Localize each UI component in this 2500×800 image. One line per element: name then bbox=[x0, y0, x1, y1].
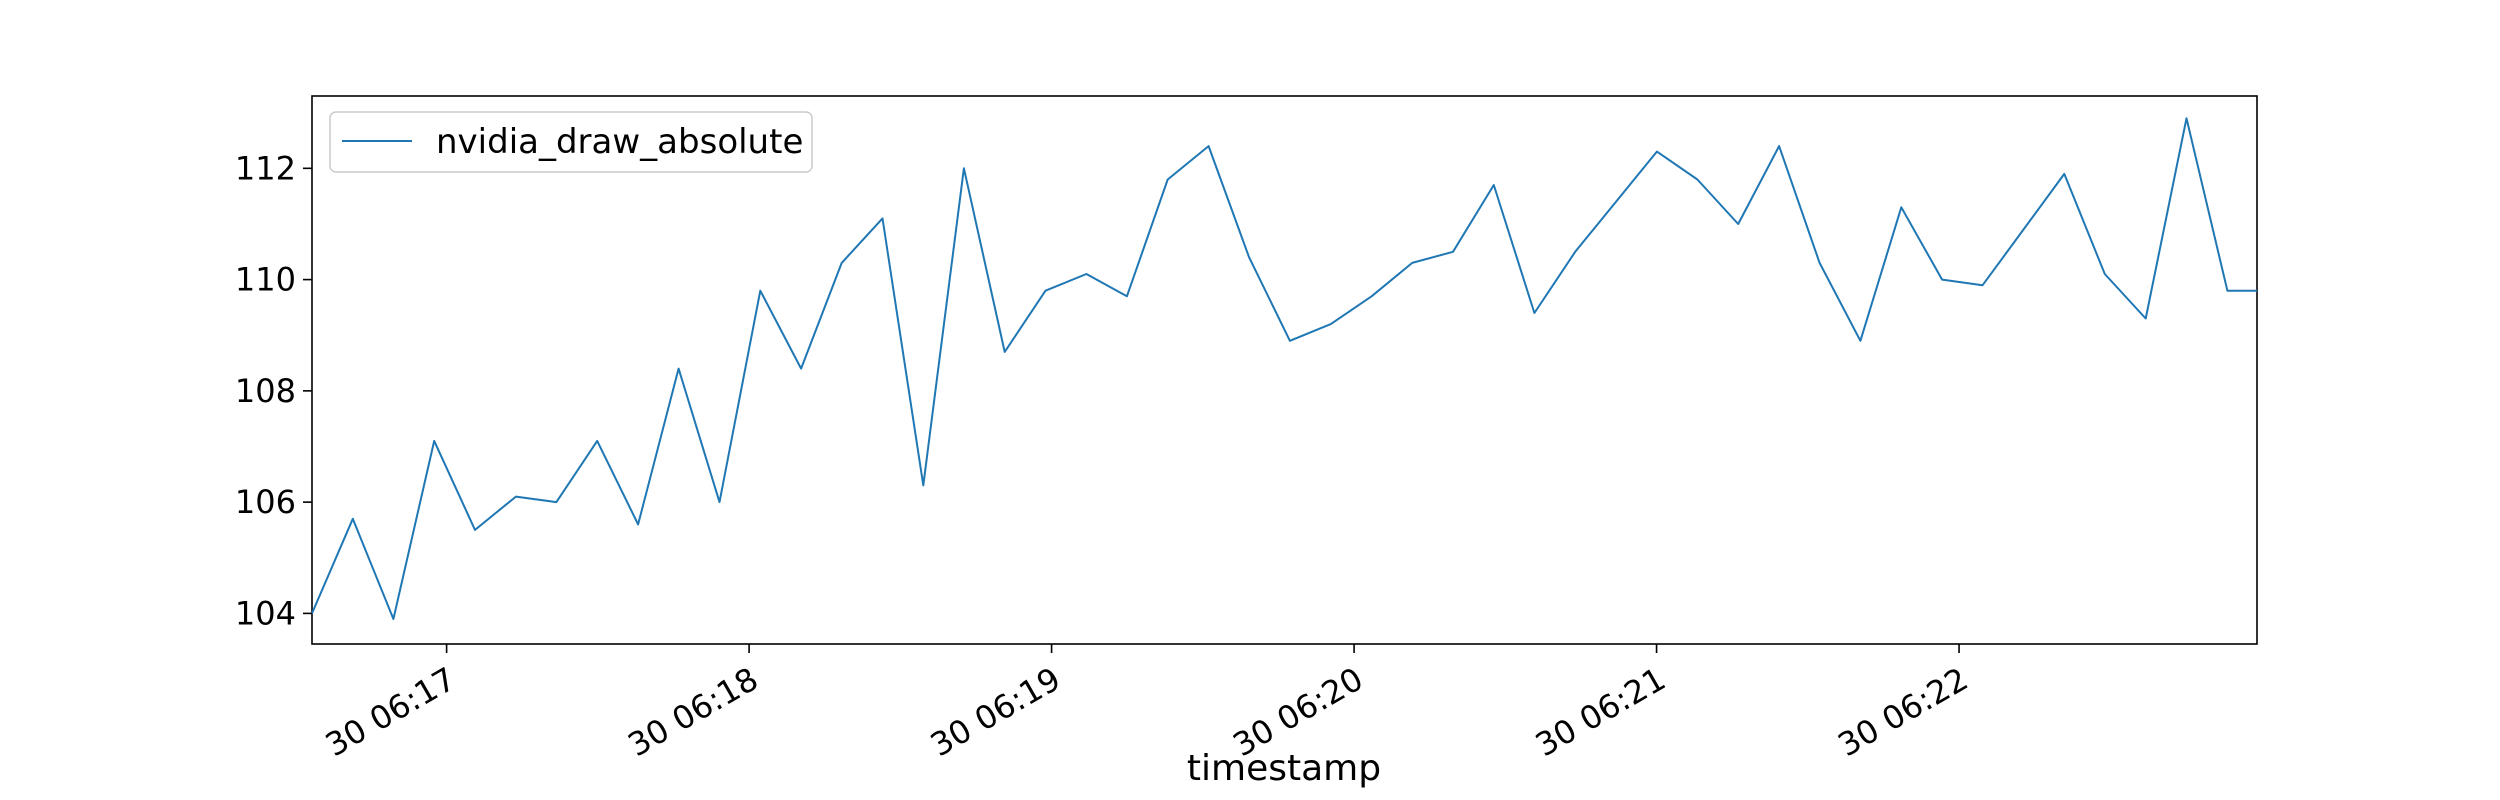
y-tick-label: 112 bbox=[235, 149, 296, 187]
legend-label: nvidia_draw_absolute bbox=[436, 122, 803, 162]
y-tick-label: 108 bbox=[235, 372, 296, 410]
legend: nvidia_draw_absolute bbox=[329, 111, 813, 173]
y-tick-label: 104 bbox=[235, 594, 296, 632]
y-tick-label: 110 bbox=[235, 261, 296, 299]
y-tick-label: 106 bbox=[235, 483, 296, 521]
x-axis-title: timestamp bbox=[1187, 748, 1381, 789]
legend-box bbox=[329, 111, 813, 173]
y-axis-ticks: 104 106 108 110 112 bbox=[235, 149, 312, 632]
series-layer bbox=[311, 117, 2257, 620]
axes-frame bbox=[311, 95, 2258, 645]
series-line-0 bbox=[311, 117, 2257, 620]
